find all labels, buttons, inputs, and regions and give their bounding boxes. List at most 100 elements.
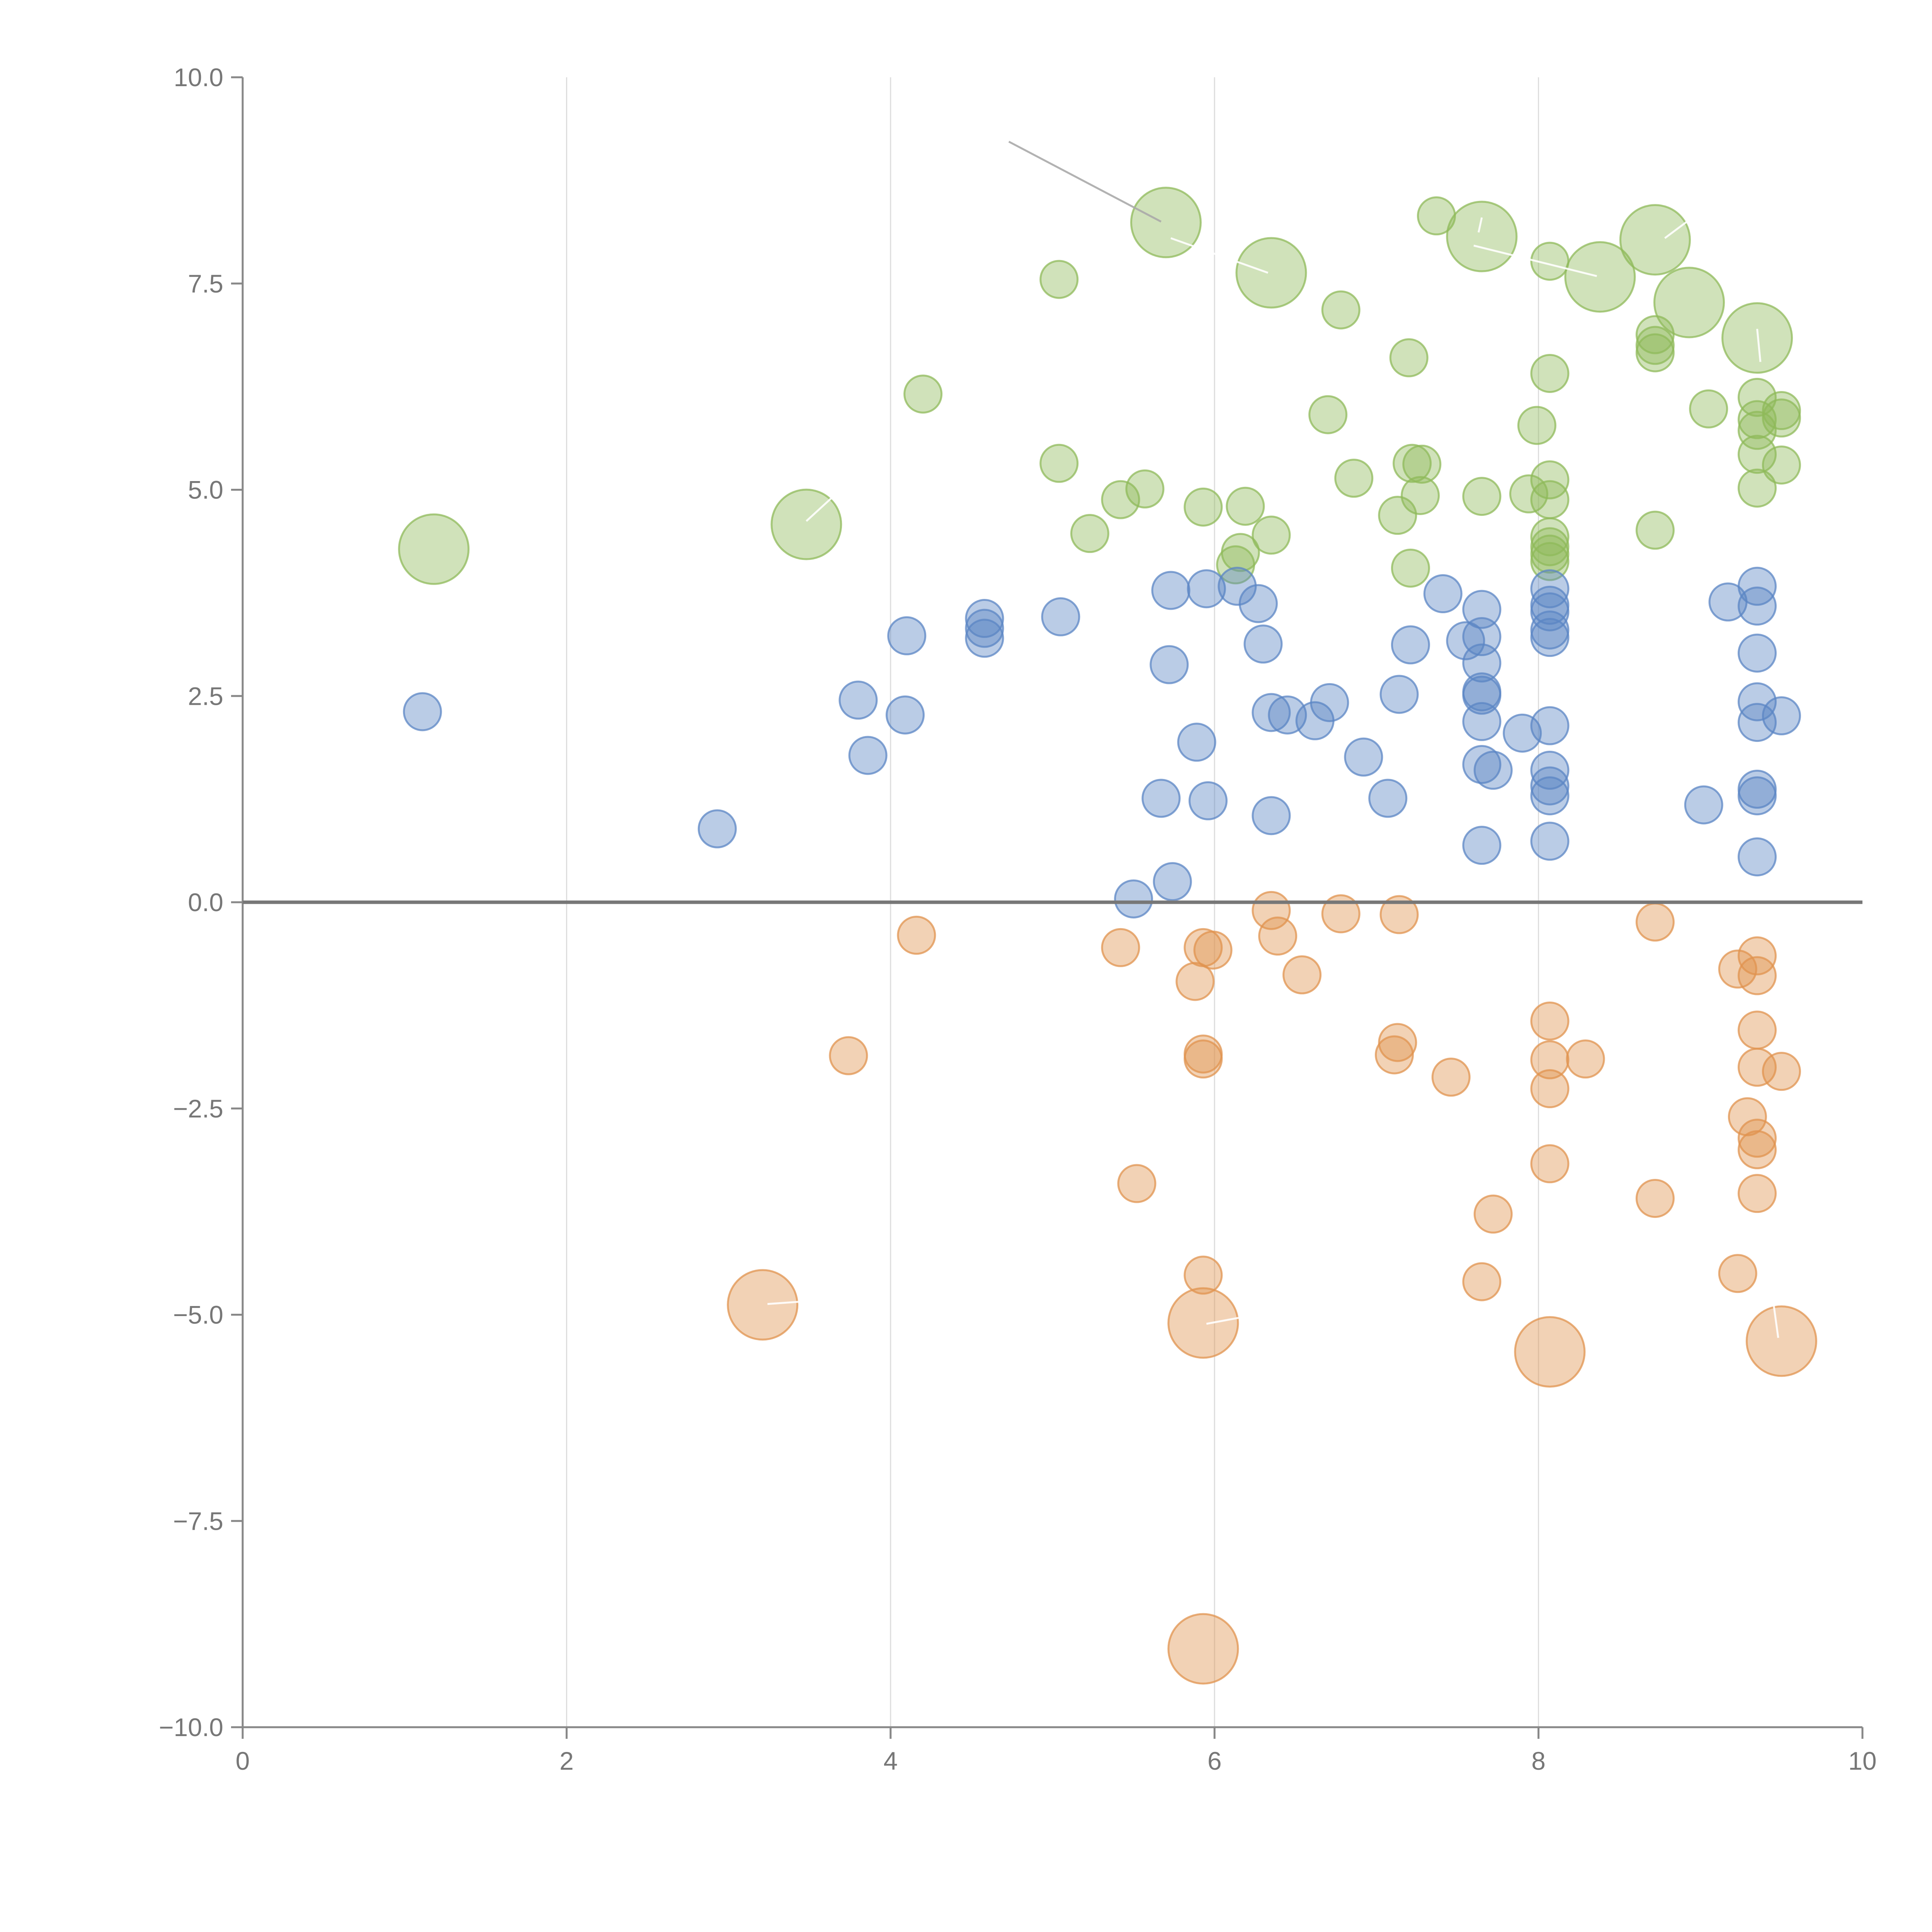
green-bubble-5 <box>1564 241 1636 313</box>
blue-bubble-27 <box>1368 779 1408 818</box>
blue-bubble-11 <box>1141 779 1181 818</box>
orange-bubble-9 <box>1175 962 1215 1001</box>
bubbles <box>398 187 1817 1685</box>
y-tick-label--7.5: −7.5 <box>173 1507 223 1535</box>
blue-bubble-13 <box>1150 645 1189 684</box>
blue-bubble-37 <box>1462 702 1502 741</box>
orange-bubble-36 <box>1738 1010 1777 1050</box>
green-bubble-13 <box>1530 242 1570 281</box>
blue-bubble-23 <box>1252 796 1291 835</box>
blue-bubble-6 <box>965 599 1004 638</box>
orange-bubble-34 <box>1738 936 1777 976</box>
blue-bubble-56 <box>1738 633 1777 673</box>
blue-bubble-19 <box>1238 584 1278 623</box>
blue-bubble-18 <box>1218 566 1257 606</box>
green-bubble-27 <box>1738 435 1777 474</box>
green-bubble-16 <box>1635 333 1675 372</box>
orange-bubble-22 <box>1431 1058 1471 1097</box>
y-tick-label--5: −5.0 <box>173 1301 223 1329</box>
blue-bubble-39 <box>1473 750 1513 790</box>
blue-bubble-28 <box>1379 675 1419 714</box>
green-bubble-38 <box>1401 476 1440 515</box>
blue-bubble-42 <box>1530 569 1570 609</box>
leader-line-8 <box>1206 1316 1242 1325</box>
orange-bubble-5 <box>897 915 936 955</box>
green-bubble-34 <box>1125 469 1165 509</box>
green-bubble-51 <box>1530 542 1570 581</box>
leader-line-7 <box>767 1299 826 1305</box>
green-bubble-29 <box>1039 444 1079 483</box>
orange-bubble-23 <box>1473 1194 1513 1234</box>
green-bubble-23 <box>1738 400 1777 439</box>
orange-bubble-7 <box>1101 928 1140 967</box>
orange-bubble-24 <box>1462 1262 1502 1301</box>
y-tick-label-7.5: 7.5 <box>188 269 223 298</box>
blue-bubble-38 <box>1462 745 1502 784</box>
y-tick-label-5: 5.0 <box>188 476 223 504</box>
blue-bubble-16 <box>1188 781 1228 820</box>
green-bubble-18 <box>1530 354 1570 393</box>
blue-bubble-50 <box>1530 776 1570 816</box>
orange-bubble-14 <box>1184 1255 1223 1295</box>
ticks: 10.0 7.5 5.0 2.5 0.0 −2.5 −5.0 −7.5 −10.0 0 2 4 6 8 10 <box>159 63 1877 1775</box>
green-bubble-0 <box>398 513 470 585</box>
leader-line-5 <box>1756 328 1762 362</box>
blue-bubble-61 <box>1738 776 1777 816</box>
green-bubble-28 <box>1762 445 1801 485</box>
blue-bubble-4 <box>887 616 927 655</box>
green-bubble-46 <box>1252 515 1291 555</box>
green-bubble-10 <box>903 374 943 414</box>
y-tick-label-0: 0.0 <box>188 888 223 917</box>
orange-bubble-27 <box>1530 1069 1570 1109</box>
green-bubble-40 <box>1530 480 1570 519</box>
leader-lines <box>767 141 1779 1338</box>
green-bubble-53 <box>1391 548 1430 588</box>
orange-bubble-2 <box>1514 1316 1586 1388</box>
blue-bubble-2 <box>838 680 878 720</box>
blue-bubble-5 <box>886 695 925 735</box>
blue-bubble-49 <box>1530 766 1570 806</box>
orange-bubble-16 <box>1258 917 1298 956</box>
green-bubble-12 <box>1417 196 1456 236</box>
orange-bubble-41 <box>1738 1130 1777 1169</box>
blue-bubble-51 <box>1530 821 1570 861</box>
orange-bubble-4 <box>1167 1613 1239 1685</box>
y-tick-label-10: 10.0 <box>174 63 223 92</box>
orange-bubble-1 <box>1167 1287 1239 1359</box>
blue-bubble-1 <box>697 809 737 849</box>
x-tick-label-10: 10 <box>1848 1747 1876 1775</box>
blue-bubble-30 <box>1423 574 1463 614</box>
orange-bubble-40 <box>1738 1119 1777 1158</box>
orange-bubble-42 <box>1738 1174 1777 1213</box>
green-bubble-31 <box>1402 444 1442 484</box>
blue-bubble-58 <box>1762 696 1801 735</box>
leader-line-4 <box>1664 219 1690 239</box>
green-bubble-43 <box>1378 496 1417 535</box>
orange-bubble-11 <box>1193 930 1233 970</box>
blue-bubble-34 <box>1462 643 1502 683</box>
orange-bubble-29 <box>1566 1039 1605 1079</box>
blue-bubble-15 <box>1177 723 1216 762</box>
x-tick-label-4: 4 <box>883 1747 898 1775</box>
orange-bubble-0 <box>727 1269 799 1341</box>
blue-bubble-31 <box>1446 621 1485 660</box>
green-bubble-17 <box>1389 338 1429 378</box>
blue-bubble-25 <box>1310 683 1349 722</box>
blue-bubble-54 <box>1738 566 1777 606</box>
axes <box>242 77 1862 1728</box>
blue-bubble-47 <box>1530 706 1570 745</box>
blue-bubble-7 <box>965 609 1004 648</box>
x-tick-label-6: 6 <box>1208 1747 1222 1775</box>
green-bubble-39 <box>1101 480 1140 519</box>
green-bubble-6 <box>1619 204 1691 276</box>
orange-bubble-17 <box>1282 955 1322 995</box>
y-tick-label-2.5: 2.5 <box>188 682 223 710</box>
orange-bubble-31 <box>1635 1179 1675 1218</box>
green-bubble-52 <box>1216 545 1255 585</box>
blue-bubble-26 <box>1344 737 1383 777</box>
blue-bubble-40 <box>1462 826 1502 865</box>
blue-bubble-8 <box>965 619 1004 658</box>
blue-bubble-20 <box>1243 624 1283 664</box>
blue-bubble-59 <box>1738 703 1777 742</box>
blue-bubble-10 <box>1114 879 1153 918</box>
